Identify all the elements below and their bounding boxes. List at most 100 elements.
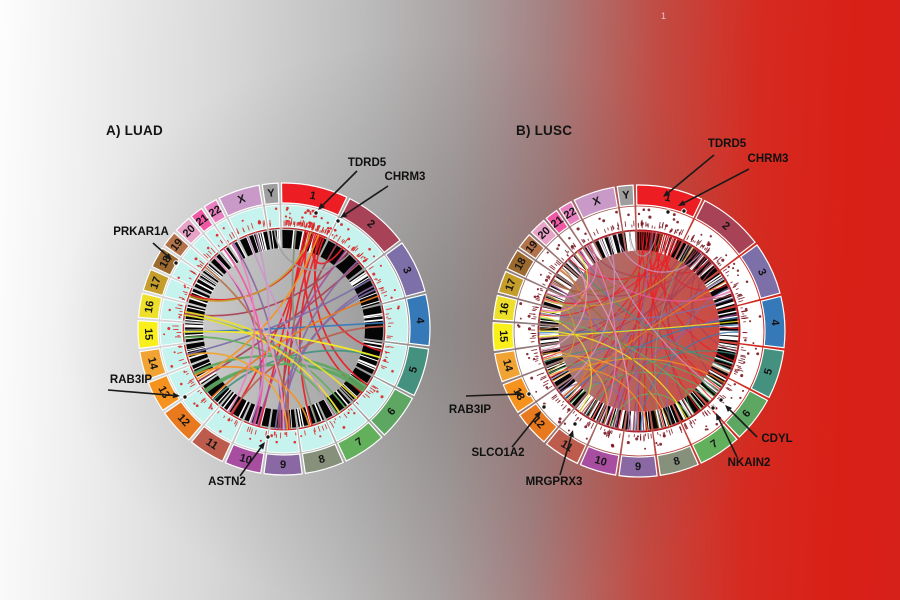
scatter-tick [321, 226, 325, 233]
baseline-arc [538, 346, 545, 366]
scatter-tick [740, 307, 743, 309]
chromosome-label-8: 8 [672, 455, 681, 468]
baseline-arc [624, 229, 635, 232]
gene-marker-SLCO1A2 [541, 404, 547, 410]
scatter-tick [686, 235, 690, 241]
scatter-dot [665, 224, 668, 228]
scatter-tick [611, 430, 613, 435]
scatter-dot [607, 434, 610, 437]
scatter-tick [713, 256, 718, 261]
scatter-dot [312, 215, 316, 218]
scatter-tick [368, 391, 371, 395]
scatter-dot [527, 314, 531, 318]
gene-label-CDYL: CDYL [761, 433, 792, 445]
scatter-band-chr6 [353, 376, 394, 420]
gene-arrow-SLCO1A2 [511, 415, 538, 448]
link-chr21-chr10 [223, 248, 265, 426]
link-chr21-chr16 [540, 249, 591, 312]
scatter-tick [572, 242, 577, 248]
karyotype-band-gap [658, 234, 665, 254]
scatter-tick [702, 411, 705, 414]
karyotype-band-gap [363, 312, 383, 318]
link-chr1-chr9 [643, 235, 672, 432]
link-chr2-chr22 [586, 244, 699, 278]
chromosome-arc-9 [263, 453, 303, 476]
scatter-tick [178, 313, 183, 316]
scatter-tick [337, 235, 342, 242]
gene-label-MRGPRX3: MRGPRX3 [526, 476, 583, 488]
scatter-tick [566, 253, 570, 257]
karyotype-band-gap [572, 256, 586, 272]
gene-arrowhead-TDRD5 [318, 203, 325, 210]
scatter-dot [193, 402, 196, 405]
link-chr16-chr11 [539, 315, 592, 413]
karyotype-band-gap [576, 393, 590, 410]
scatter-dot [342, 425, 346, 429]
circos-panel-lusc: 12345678910111213141516171819202122XYTDR… [449, 138, 793, 488]
gene-arrowhead-PRKAR1A [164, 253, 172, 260]
scatter-dot [701, 245, 704, 248]
scatter-dot [740, 374, 744, 378]
scatter-tick [675, 231, 678, 234]
scatter-band-chr16 [159, 298, 186, 322]
chromosome-label-1: 1 [309, 190, 318, 203]
link-chr6-chr7 [685, 388, 711, 415]
karyotype-band-gap [261, 231, 268, 251]
karyotype-band-gap [719, 337, 739, 341]
scatter-tick [236, 228, 240, 234]
scatter-tick [350, 408, 353, 411]
scatter-tick [330, 422, 335, 429]
scatter-tick [706, 409, 711, 415]
scatter-dot [544, 278, 549, 282]
scatter-dot [184, 286, 187, 289]
scatter-tick [733, 282, 739, 286]
chromosome-label-1: 1 [664, 192, 673, 205]
chromosome-arc-9 [618, 455, 658, 478]
link-chrX-chr6 [599, 238, 720, 393]
scatter-tick [579, 418, 582, 422]
scatter-tick [678, 232, 681, 235]
scatter-dot [516, 324, 520, 327]
link-chr10-chr2 [256, 249, 347, 427]
scatter-dot [320, 217, 323, 220]
scatter-band-chr13 [523, 367, 555, 401]
scatter-tick [657, 432, 659, 435]
scatter-tick [177, 351, 183, 354]
karyotype-band-gap [259, 232, 265, 252]
scatter-band-chr2 [684, 219, 739, 270]
baseline-arc [556, 264, 564, 274]
scatter-tick [678, 232, 681, 237]
karyotype-band-gap [224, 248, 237, 265]
scatter-tick [208, 250, 212, 255]
scatter-dot [331, 234, 334, 236]
scatter-dot [284, 215, 288, 218]
chromosome-label-21: 21 [549, 214, 566, 231]
scatter-dot [257, 221, 261, 225]
scatter-dot [285, 208, 288, 211]
scatter-band-chr8 [653, 423, 690, 455]
scatter-dot [556, 247, 559, 250]
link-chr9-chr12 [559, 381, 632, 432]
karyotype-band-gap [669, 238, 677, 257]
scatter-dot [259, 439, 262, 442]
scatter-band-chr17 [518, 279, 547, 305]
karyotype-band-gap [184, 319, 204, 322]
scatter-tick [313, 429, 316, 435]
baseline-arc [270, 428, 297, 431]
scatter-tick [537, 293, 542, 296]
karyotype-band-gap [364, 318, 384, 323]
link-chr1-chr11 [231, 231, 312, 416]
chromosome-label-16: 16 [498, 302, 512, 316]
scatter-band-chr22 [570, 220, 593, 247]
chromosome-arc-20 [530, 219, 558, 247]
scatter-tick [360, 255, 364, 259]
scatter-dot [227, 418, 231, 422]
scatter-tick [558, 399, 561, 402]
baseline-arc [575, 408, 597, 423]
scatter-dot [300, 435, 303, 438]
scatter-dot [274, 207, 278, 210]
gene-label-NKAIN2: NKAIN2 [728, 457, 771, 469]
scatter-tick [210, 247, 216, 254]
link-chr13-chr1 [196, 234, 320, 380]
karyotype-band-gap [278, 229, 281, 249]
